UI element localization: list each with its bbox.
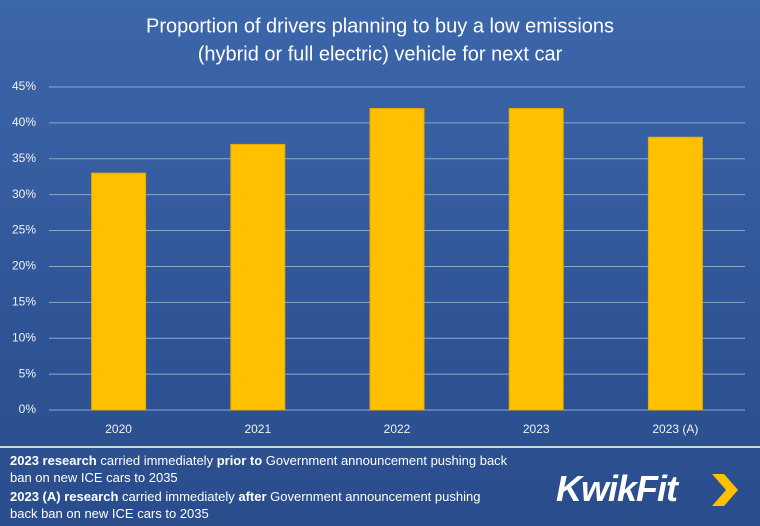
chart-title: Proportion of drivers planning to buy a … bbox=[146, 15, 614, 37]
logo: KwikFit bbox=[556, 468, 678, 509]
footnote-text: Government announcement pushing back ban… bbox=[10, 489, 481, 521]
footnote-text: after bbox=[238, 489, 267, 504]
bar bbox=[230, 143, 286, 411]
footnote-text: carried immediately bbox=[96, 453, 217, 468]
x-tick-label: 2020 bbox=[105, 422, 132, 436]
footnote-text: 2023 (A) research bbox=[10, 489, 119, 504]
footnote-text: Government announcement pushing back ban… bbox=[10, 453, 508, 485]
bar bbox=[91, 172, 147, 411]
x-tick-label: 2023 bbox=[523, 422, 550, 436]
x-tick-label: 2023 (A) bbox=[652, 422, 698, 436]
y-tick-label: 0% bbox=[19, 402, 37, 416]
y-tick-label: 20% bbox=[12, 259, 36, 273]
footnote-text: prior to bbox=[216, 453, 263, 468]
y-tick-label: 40% bbox=[12, 115, 36, 129]
bar bbox=[647, 136, 703, 411]
x-tick-label: 2022 bbox=[384, 422, 411, 436]
footnote: 2023 (A) research carried immediately af… bbox=[10, 488, 510, 522]
y-tick-label: 15% bbox=[12, 295, 36, 309]
y-tick-label: 45% bbox=[12, 79, 36, 93]
logo-chevron bbox=[712, 474, 738, 506]
chart-title: (hybrid or full electric) vehicle for ne… bbox=[198, 43, 563, 65]
x-tick-label: 2021 bbox=[244, 422, 271, 436]
y-tick-label: 25% bbox=[12, 223, 36, 237]
footnote-text: carried immediately bbox=[118, 489, 239, 504]
footnote-text: 2023 research bbox=[10, 453, 97, 468]
y-tick-label: 10% bbox=[12, 330, 36, 344]
bar bbox=[369, 108, 425, 411]
footnotes: 2023 research carried immediately prior … bbox=[10, 452, 510, 524]
bar bbox=[508, 108, 564, 411]
footnote: 2023 research carried immediately prior … bbox=[10, 452, 510, 486]
y-tick-label: 5% bbox=[19, 366, 37, 380]
y-tick-label: 35% bbox=[12, 151, 36, 165]
y-tick-label: 30% bbox=[12, 187, 36, 201]
